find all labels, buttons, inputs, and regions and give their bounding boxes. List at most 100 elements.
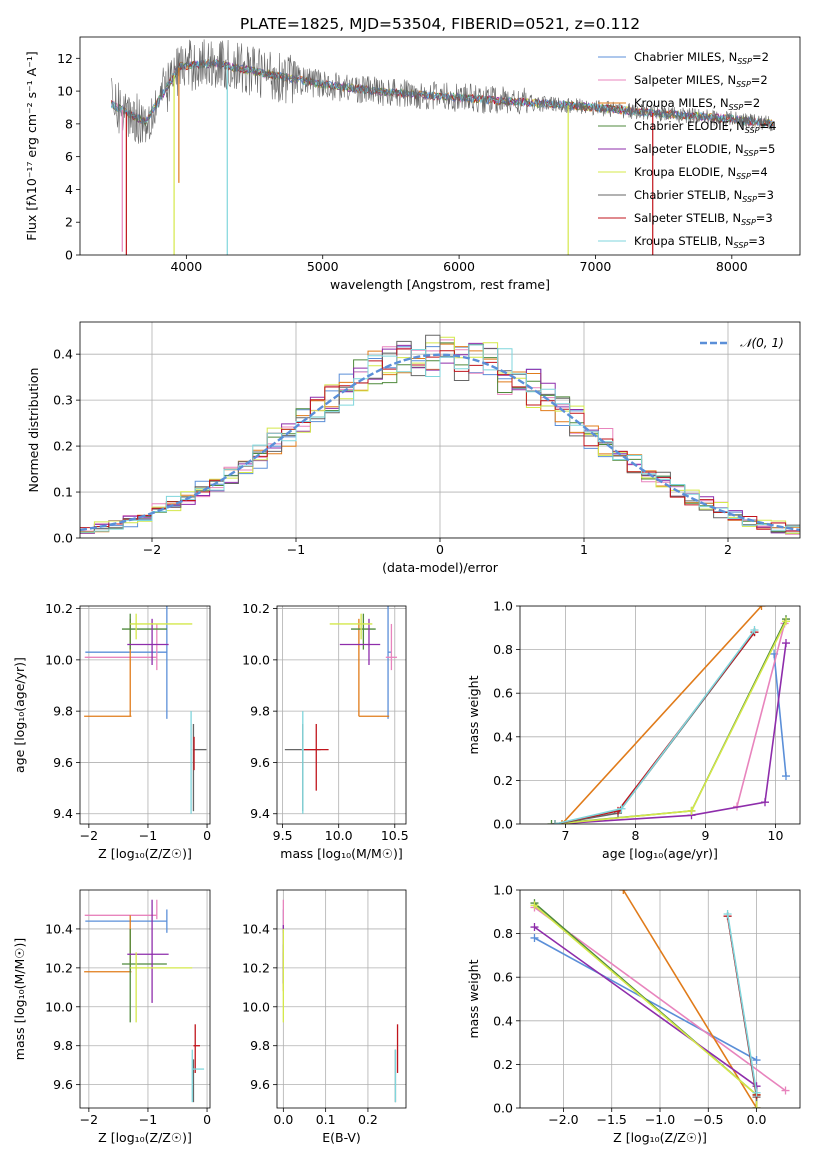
histogram-ytick-label: 0.1 bbox=[53, 485, 73, 500]
weight-vs-Z-point-marker bbox=[723, 909, 732, 918]
weight-vs-age-xtick-label: 7 bbox=[562, 828, 570, 843]
weight-vs-Z-point-marker bbox=[752, 1088, 761, 1097]
age-vs-Z-plot-area bbox=[80, 606, 210, 824]
weight-vs-age-point-marker bbox=[551, 820, 559, 824]
figure-title: PLATE=1825, MJD=53504, FIBERID=0521, z=0… bbox=[240, 15, 640, 33]
age-vs-mass-xtick-label: 9.5 bbox=[273, 828, 293, 843]
weight-vs-Z-ytick-label: 1.0 bbox=[493, 883, 513, 898]
weight-vs-age-xtick-label: 8 bbox=[632, 828, 640, 843]
mass-vs-EBV-plot-area bbox=[277, 890, 406, 1108]
panel-weight-vs-Z: −2.0 −1.5 −1.0 −0.5 0.0 0.0 0.2 0.4 0.6 0.8 1.0 Z [… bbox=[466, 883, 801, 1145]
weight-vs-Z-ytick-label: 0.4 bbox=[493, 1013, 513, 1028]
histogram-step-line bbox=[80, 344, 800, 533]
legend-entry: Salpeter ELODIE, NSSP=5 bbox=[634, 142, 775, 158]
panel-age-vs-Z: −2 −1 0 9.4 9.6 9.8 10.0 10.2 Z [log₁₀(Z/Z☉)] age… bbox=[12, 601, 211, 861]
spectrum-ylabel: Flux [fλ10⁻¹⁷ erg cm⁻² s⁻¹ A⁻¹] bbox=[24, 51, 39, 240]
weight-vs-age-point-marker bbox=[750, 625, 759, 634]
weight-vs-Z-frame bbox=[519, 889, 801, 1109]
weight-vs-age-ytick-label: 0.2 bbox=[493, 773, 513, 788]
age-vs-mass-xtick-label: 10.0 bbox=[325, 828, 353, 843]
histogram-ytick-label: 0.0 bbox=[53, 531, 73, 546]
weight-vs-Z-point-marker bbox=[781, 1086, 790, 1095]
spectrum-plot-area bbox=[111, 39, 774, 255]
mass-vs-Z-ytick-label: 10.4 bbox=[45, 921, 73, 936]
age-vs-Z-frame bbox=[79, 605, 211, 825]
age-vs-mass-xlabel: mass [log₁₀(M/M☉)] bbox=[280, 846, 402, 861]
mass-vs-Z-frame bbox=[79, 889, 211, 1109]
weight-vs-Z-point-marker bbox=[530, 901, 539, 910]
weight-vs-age-point-marker bbox=[757, 606, 766, 610]
weight-vs-age-ylabel: mass weight bbox=[466, 675, 481, 754]
mass-vs-EBV-frame bbox=[276, 889, 407, 1109]
legend-entry: 𝒩(0, 1) bbox=[740, 336, 784, 350]
histogram-legend: 𝒩(0, 1) bbox=[700, 336, 784, 350]
weight-vs-age-series-line bbox=[561, 606, 763, 824]
weight-vs-Z-ytick-label: 0.0 bbox=[493, 1101, 513, 1116]
weight-vs-Z-point-marker bbox=[752, 1104, 761, 1108]
mass-vs-EBV-ytick-label: 10.2 bbox=[242, 960, 270, 975]
age-vs-Z-xtick-label: −2 bbox=[80, 828, 98, 843]
weight-vs-Z-xtick-label: −1.0 bbox=[645, 1112, 675, 1127]
weight-vs-Z-point-marker bbox=[619, 890, 628, 894]
weight-vs-Z-xtick-label: −1.5 bbox=[597, 1112, 627, 1127]
age-vs-Z-ylabel: age [log₁₀(age/yr)] bbox=[12, 657, 27, 773]
weight-vs-age-point-marker bbox=[782, 617, 790, 626]
age-vs-mass-frame bbox=[276, 605, 407, 825]
legend-entry: Chabrier MILES, NSSP=2 bbox=[634, 50, 769, 66]
mass-vs-EBV-xlabel: E(B-V) bbox=[322, 1130, 361, 1145]
histogram-ylabel: Normed distribution bbox=[26, 368, 41, 493]
weight-vs-age-point-marker bbox=[687, 806, 696, 815]
histogram-ytick-label: 0.2 bbox=[53, 439, 73, 454]
weight-vs-age-xtick-label: 9 bbox=[702, 828, 710, 843]
panel-mass-vs-Z: −2 −1 0 9.6 9.8 10.0 10.2 10.4 Z [log₁₀(Z/Z☉)] ma… bbox=[12, 889, 211, 1145]
mass-vs-EBV-ytick-label: 9.6 bbox=[250, 1077, 270, 1092]
weight-vs-age-point-marker bbox=[617, 804, 626, 813]
weight-vs-Z-xlabel: Z [log₁₀(Z/Z☉)] bbox=[613, 1130, 707, 1145]
age-vs-Z-ytick-label: 9.8 bbox=[53, 704, 73, 719]
spectrum-ytick-label: 8 bbox=[65, 116, 73, 131]
weight-vs-Z-point-marker bbox=[530, 933, 539, 942]
mass-vs-EBV-xtick-label: 0.1 bbox=[316, 1112, 336, 1127]
gaussian-curve bbox=[80, 353, 800, 532]
spectrum-ytick-label: 4 bbox=[65, 182, 73, 197]
spectrum-frame bbox=[79, 36, 801, 256]
mass-vs-Z-ytick-label: 9.8 bbox=[53, 1038, 73, 1053]
legend-entry: Kroupa MILES, NSSP=2 bbox=[634, 96, 760, 112]
spectrum-data-line bbox=[111, 39, 773, 144]
weight-vs-age-ytick-label: 0.6 bbox=[493, 686, 513, 701]
legend-entry: Salpeter STELIB, NSSP=3 bbox=[634, 211, 773, 227]
mass-vs-Z-plot-area bbox=[80, 890, 210, 1108]
weight-vs-Z-xtick-label: 0.0 bbox=[747, 1112, 767, 1127]
spectrum-xtick-label: 6000 bbox=[443, 259, 475, 274]
weight-vs-age-ytick-label: 0.4 bbox=[493, 729, 513, 744]
histogram-ytick-label: 0.4 bbox=[53, 347, 73, 362]
weight-vs-Z-plot-area bbox=[520, 890, 800, 1108]
legend-entry: Chabrier ELODIE, NSSP=4 bbox=[634, 119, 776, 135]
weight-vs-age-point-marker bbox=[782, 639, 790, 648]
age-vs-mass-ytick-label: 9.6 bbox=[250, 755, 270, 770]
weight-vs-age-xtick-label: 10 bbox=[768, 828, 784, 843]
mass-vs-Z-xtick-label: 0 bbox=[203, 1112, 211, 1127]
histogram-xtick-label: 1 bbox=[580, 542, 588, 557]
weight-vs-age-point-marker bbox=[782, 772, 790, 781]
histogram-ytick-label: 0.3 bbox=[53, 393, 73, 408]
mass-vs-Z-xlabel: Z [log₁₀(Z/Z☉)] bbox=[98, 1130, 192, 1145]
age-vs-mass-ytick-label: 10.2 bbox=[242, 601, 270, 616]
spectrum-xtick-label: 7000 bbox=[580, 259, 612, 274]
weight-vs-age-plot-area bbox=[520, 606, 800, 824]
weight-vs-age-series-line bbox=[554, 642, 787, 824]
legend-entry: Kroupa STELIB, NSSP=3 bbox=[634, 234, 765, 250]
weight-vs-Z-ytick-label: 0.8 bbox=[493, 926, 513, 941]
weight-vs-age-frame bbox=[519, 605, 801, 825]
spectrum-ytick-label: 10 bbox=[57, 84, 73, 99]
weight-vs-Z-series-line bbox=[622, 890, 758, 1108]
weight-vs-age-ytick-label: 0.0 bbox=[493, 817, 513, 832]
weight-vs-age-xlabel: age [log₁₀(age/yr)] bbox=[602, 846, 718, 861]
weight-vs-Z-xtick-label: −0.5 bbox=[693, 1112, 723, 1127]
legend-entry: Chabrier STELIB, NSSP=3 bbox=[634, 188, 774, 204]
mass-vs-Z-xtick-label: −2 bbox=[80, 1112, 98, 1127]
mass-vs-Z-ylabel: mass [log₁₀(M/M☉)] bbox=[12, 938, 27, 1060]
weight-vs-age-point-marker bbox=[761, 798, 769, 807]
mass-vs-EBV-xtick-label: 0.0 bbox=[273, 1112, 293, 1127]
age-vs-mass-ytick-label: 9.4 bbox=[250, 806, 270, 821]
